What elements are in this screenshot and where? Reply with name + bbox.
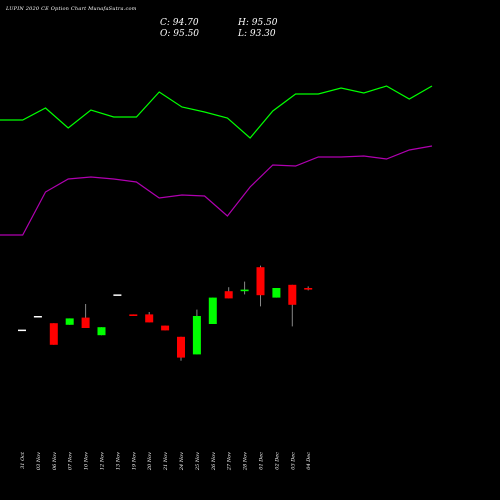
x-tick-label: 01 Dec (259, 452, 265, 470)
x-tick-label: 31 Oct (20, 451, 26, 469)
candle-body (304, 288, 313, 290)
candle-body (256, 267, 265, 296)
candle-body (49, 323, 58, 345)
x-tick-label: 21 Nov (163, 452, 169, 471)
chart-title: LUPIN 2020 CE Option Chart MunafaSutra.c… (6, 6, 137, 12)
candle-body (272, 288, 281, 298)
candle-body (224, 291, 233, 299)
x-tick-label: 24 Nov (179, 452, 185, 471)
x-tick-label: 28 Nov (243, 452, 249, 471)
x-tick-label: 03 Nov (36, 452, 42, 470)
candle-body (97, 327, 106, 336)
candle-body (33, 316, 42, 318)
candle-body (161, 325, 170, 331)
high-value: H: 95.50 (238, 18, 278, 28)
candle-body (129, 314, 138, 316)
candle-body (18, 329, 26, 332)
x-tick-label: 13 Nov (115, 452, 121, 470)
x-tick-label: 07 Nov (68, 452, 74, 470)
indicator-line-top (0, 85, 433, 139)
candle-body (65, 318, 74, 325)
indicator-line-mid (0, 145, 433, 236)
x-tick-label: 12 Nov (100, 452, 106, 470)
candle-body (81, 317, 90, 328)
x-tick-label: 06 Nov (52, 452, 58, 470)
candle-body (240, 289, 249, 292)
x-tick-label: 20 Nov (147, 452, 153, 471)
candle-body (192, 316, 201, 355)
candle-body (208, 297, 217, 324)
candle-body (177, 336, 185, 358)
open-value: O: 95.50 (160, 29, 200, 39)
candle-body (113, 294, 122, 296)
x-tick-label: 19 Nov (131, 452, 137, 470)
close-value: C: 94.70 (160, 18, 199, 28)
x-tick-label: 26 Nov (211, 452, 217, 471)
x-tick-label: 25 Nov (195, 452, 201, 471)
low-value: L: 93.30 (238, 29, 276, 39)
x-axis-ticks: 31 Oct 03 Nov 06 Nov 07 Nov 10 Nov 12 Nov 13 N… (20, 451, 312, 471)
x-tick-label: 04 Dec (306, 452, 312, 470)
x-tick-label: 27 Nov (227, 452, 233, 471)
candle-body (145, 314, 154, 323)
x-tick-label: 03 Dec (290, 452, 296, 470)
candles-group (18, 265, 313, 361)
candle-body (288, 284, 297, 305)
x-tick-label: 10 Nov (84, 452, 90, 470)
x-tick-label: 02 Dec (274, 452, 280, 470)
